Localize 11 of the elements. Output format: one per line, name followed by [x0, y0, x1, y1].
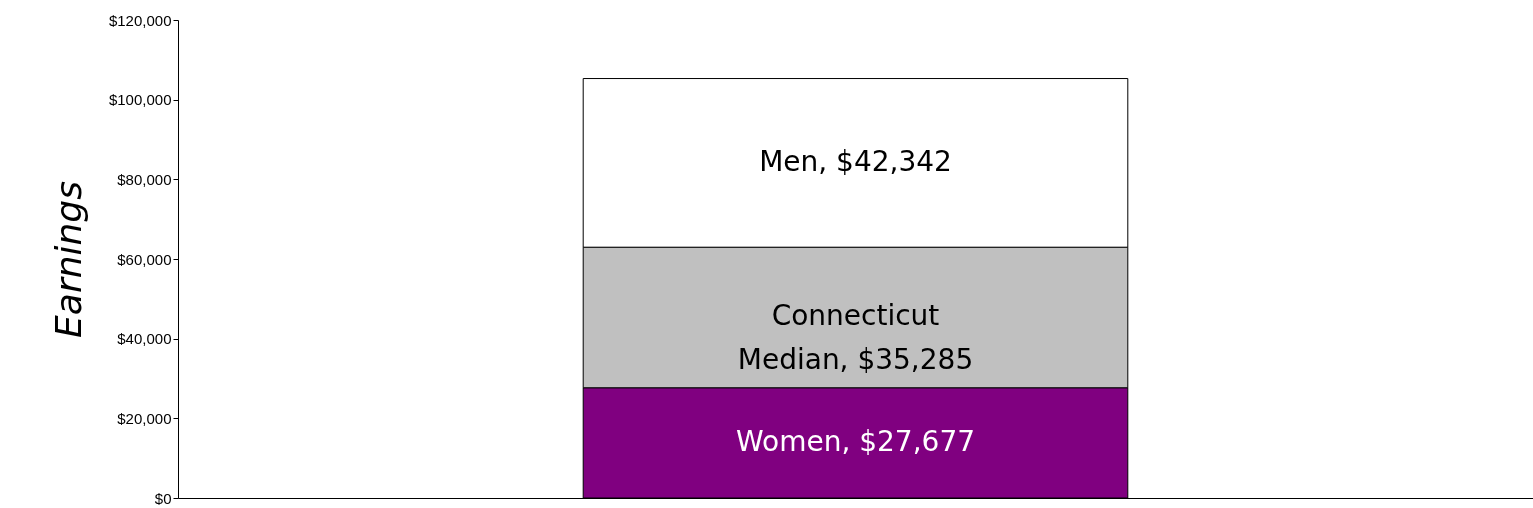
y-tick-label: $0 — [154, 489, 172, 507]
y-tick-label: $120,000 — [108, 11, 172, 29]
y-tick-label: $60,000 — [117, 250, 172, 268]
y-tick-label: $100,000 — [108, 91, 172, 109]
y-tick-label: $80,000 — [117, 170, 172, 188]
data-label: Men, $42,342 — [759, 144, 952, 178]
y-axis-title: Earnings — [47, 181, 89, 338]
data-label: Connecticut Median, $35,285 — [737, 299, 974, 377]
y-tick-label: $40,000 — [117, 330, 172, 348]
y-tick-label: $20,000 — [117, 409, 172, 427]
data-label: Women, $27,677 — [735, 424, 976, 458]
